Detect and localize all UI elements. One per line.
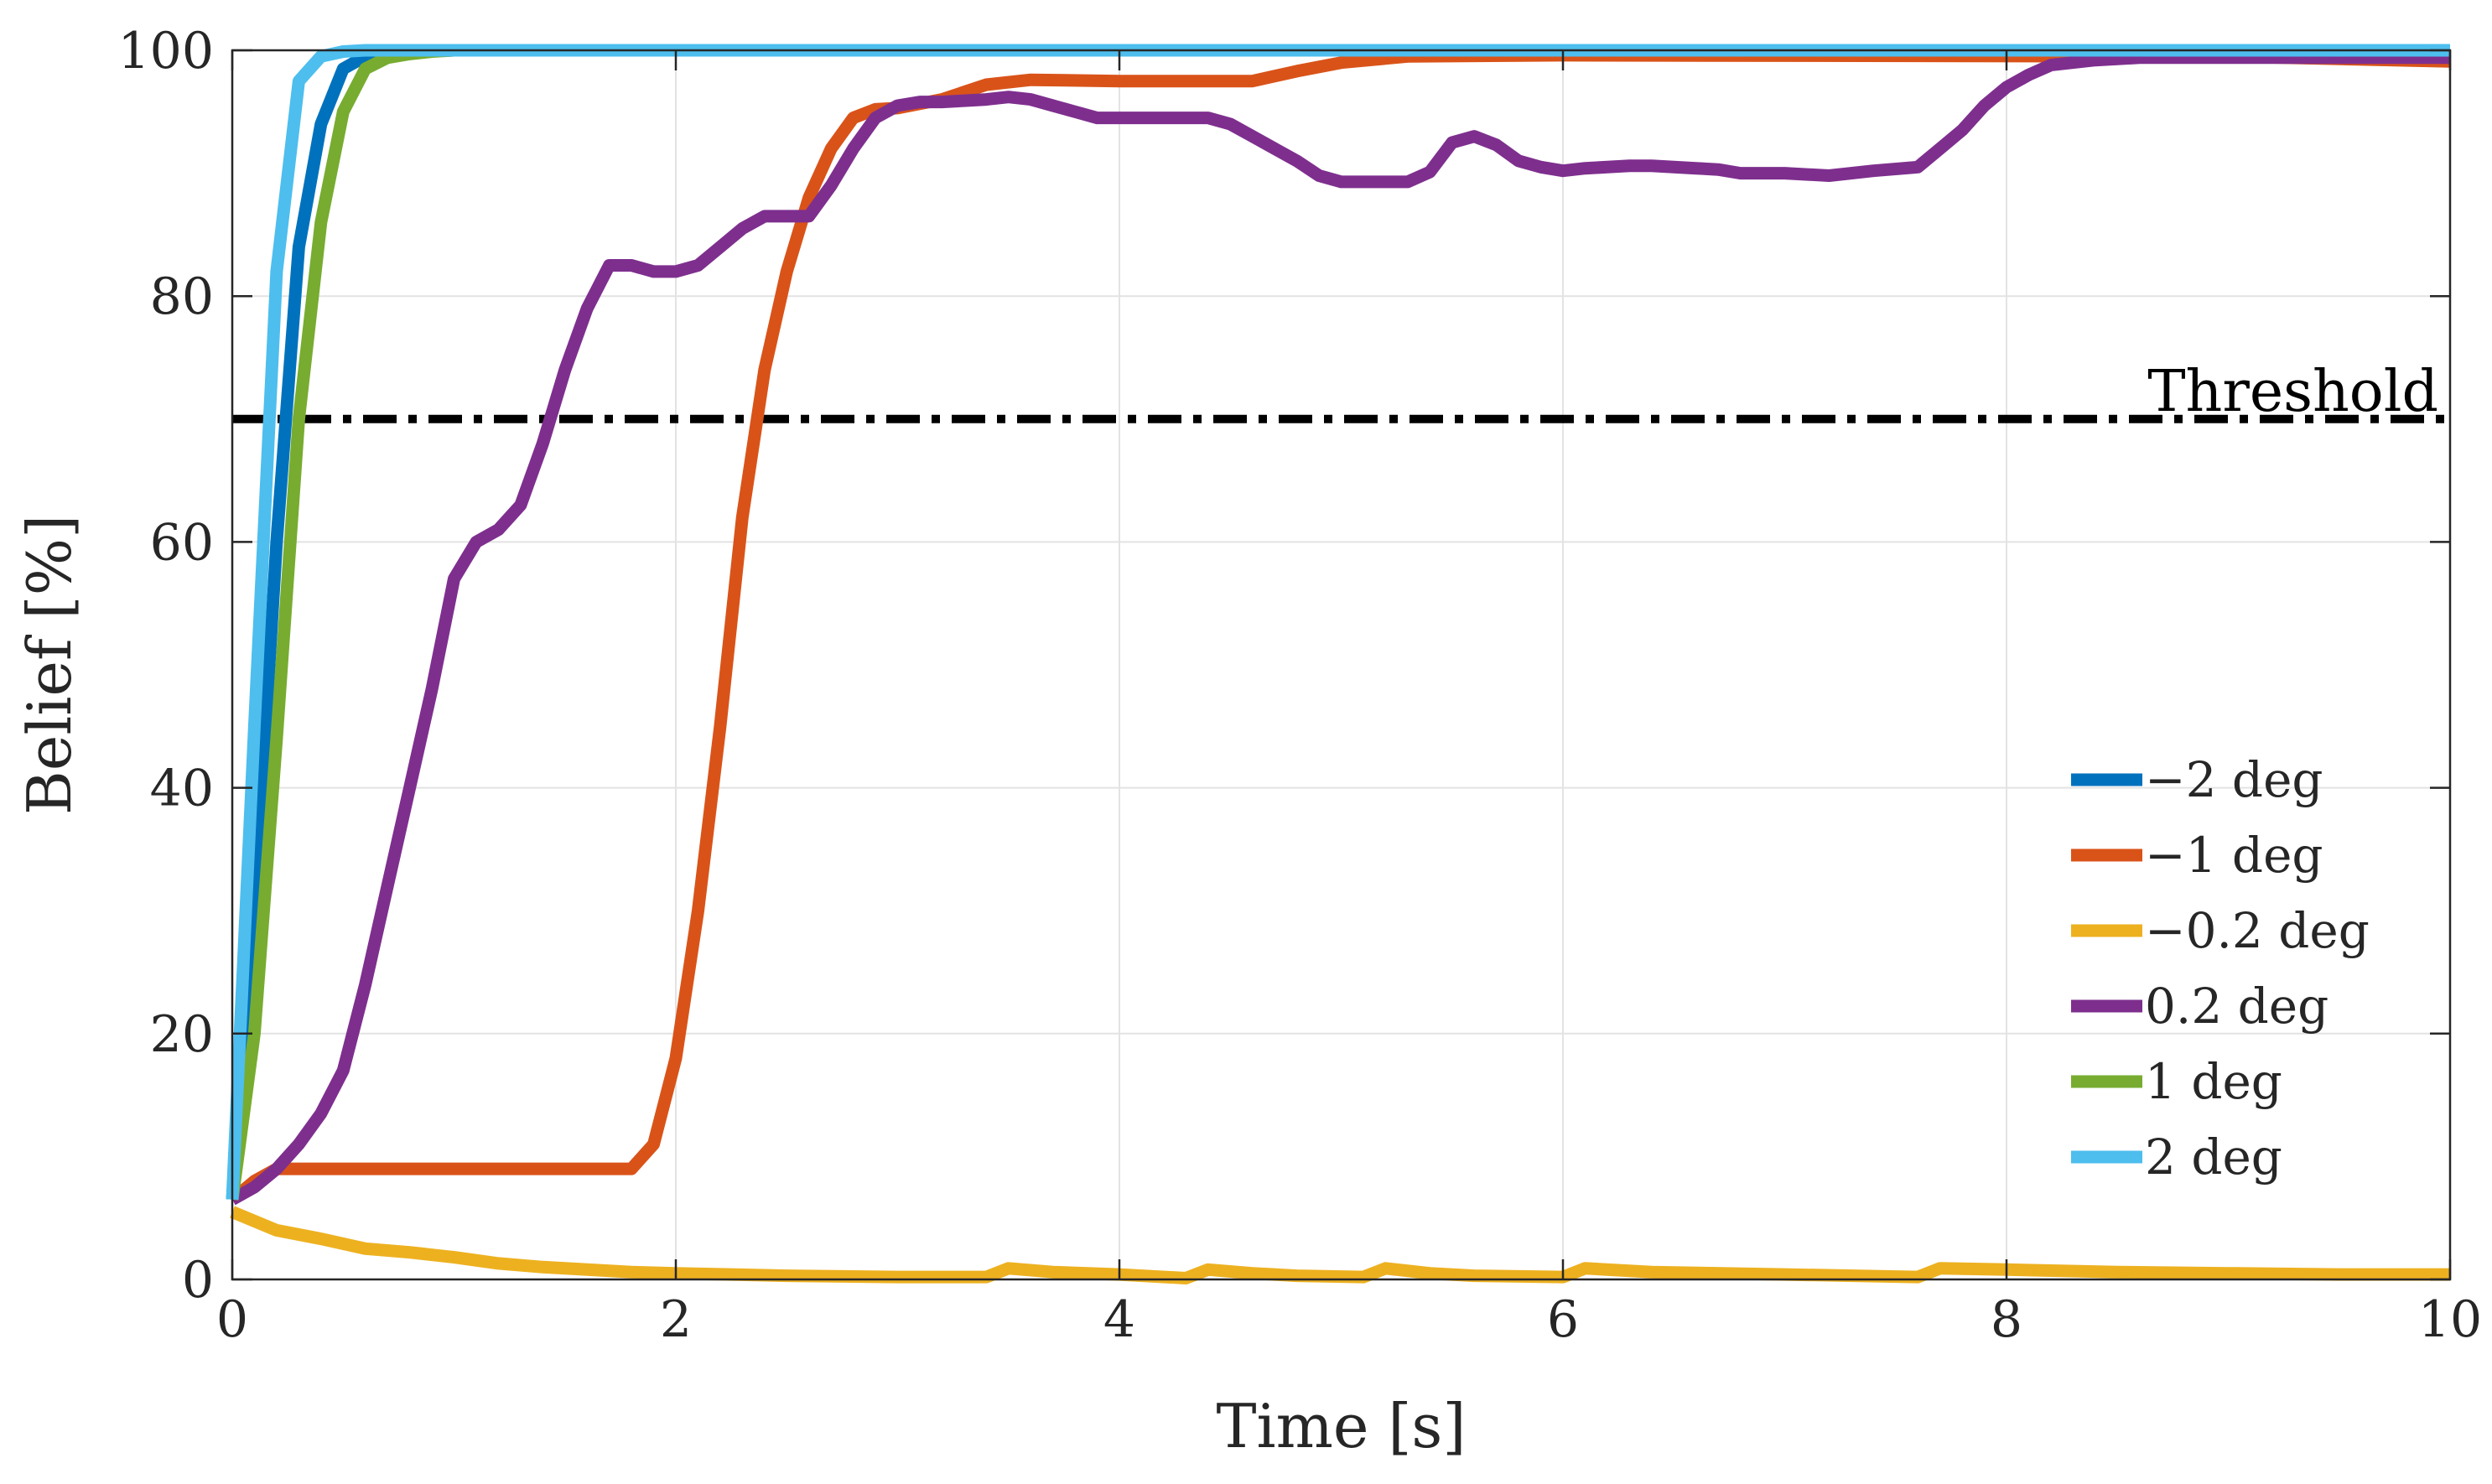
series-line: [229, 51, 2450, 1206]
x-tick-label: 8: [1991, 1290, 2022, 1349]
y-tick-label: 60: [150, 513, 214, 572]
y-tick-label: 0: [182, 1251, 214, 1310]
legend: −2 deg −1 deg −0.2 deg 0.2 deg 1 deg 2 deg: [2071, 751, 2370, 1186]
legend-label: 1 deg: [2145, 1053, 2282, 1110]
legend-label: −1 deg: [2145, 827, 2323, 884]
x-tick-label: 4: [1103, 1290, 1135, 1349]
x-tick-label: 0: [216, 1290, 248, 1349]
plot-area-border: [231, 49, 2452, 1281]
legend-label: 0.2 deg: [2145, 978, 2328, 1035]
y-tick-label: 100: [117, 22, 214, 80]
y-tick-label: 80: [150, 267, 214, 326]
x-tick-labels: 0 2 4 6 8 10: [216, 1290, 2482, 1349]
legend-label: 2 deg: [2145, 1129, 2282, 1186]
series-line: [228, 49, 2451, 1205]
y-tick-labels: 0 20 40 60 80 100: [117, 22, 214, 1310]
y-tick-label: 40: [150, 760, 214, 818]
x-tick-label: 6: [1547, 1290, 1579, 1349]
x-tick-label: 10: [2418, 1290, 2482, 1349]
x-axis-title: Time [s]: [1217, 1391, 1467, 1461]
legend-label: −2 deg: [2145, 751, 2323, 808]
legend-label: −0.2 deg: [2145, 902, 2370, 959]
threshold-label: Threshold: [2147, 359, 2438, 425]
y-tick-label: 20: [150, 1005, 214, 1064]
x-tick-label: 2: [660, 1290, 692, 1349]
y-axis-title: Belief [%]: [14, 515, 85, 815]
axis-ticks: [231, 49, 2452, 1281]
series-line: [230, 1206, 2450, 1284]
